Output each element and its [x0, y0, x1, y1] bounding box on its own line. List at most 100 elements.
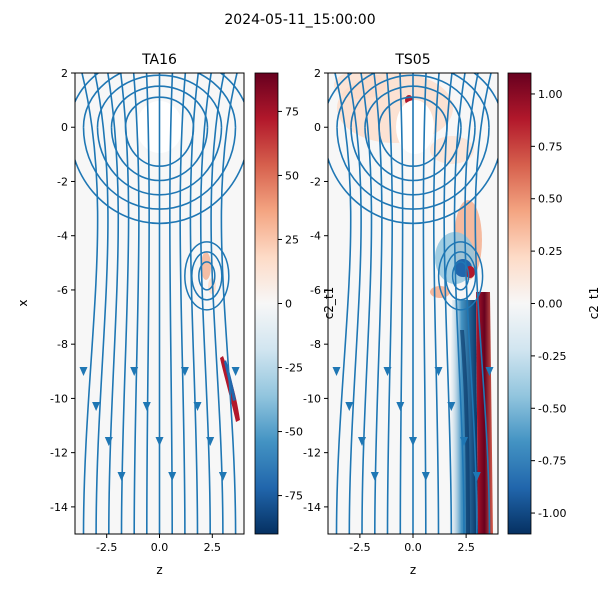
streamline-arrow: [104, 437, 113, 446]
streamline: [198, 261, 216, 291]
streamline-arrow: [168, 472, 177, 481]
colorbar-tick-label: 0.25: [538, 245, 563, 258]
colorbar-tick-label: 0.50: [538, 193, 563, 206]
colorbar-label: c2_t1: [587, 287, 600, 320]
y-tick-label: -4: [57, 230, 68, 243]
streamline: [334, 73, 352, 534]
streamline-arrow: [206, 437, 215, 446]
y-tick-label: -6: [310, 284, 321, 297]
streamline: [451, 261, 470, 291]
streamline: [220, 73, 238, 534]
streamline-arrow: [155, 437, 164, 446]
colorbar: [254, 72, 279, 535]
streamline: [132, 73, 140, 534]
colorbar-tick-label: 0: [285, 298, 292, 311]
y-tick-label: -12: [303, 447, 321, 460]
y-ticks: 2 0 -2 -4 -6 -8 -10 -12 -14: [50, 67, 75, 514]
streamline: [81, 73, 99, 534]
streamline: [474, 73, 492, 534]
streamline: [145, 73, 150, 534]
streamline: [360, 73, 373, 534]
streamline-arrow: [231, 367, 240, 376]
streamline: [336, 73, 490, 128]
streamline-arrow: [117, 472, 126, 481]
streamline-arrow: [370, 472, 379, 481]
streamline: [378, 127, 448, 167]
colorbar: [507, 72, 532, 535]
colorbar-tick-label: -1.00: [538, 507, 566, 520]
streamline-arrow: [396, 402, 405, 411]
x-ticks: -2.5 0.0 2.5: [349, 534, 475, 554]
streamline-arrow: [193, 402, 202, 411]
y-tick-label: 0: [314, 121, 321, 134]
x-tick-label: -2.5: [349, 541, 370, 554]
x-tick-label: -2.5: [96, 541, 117, 554]
streamline: [169, 73, 174, 534]
x-ticks: -2.5 0.0 2.5: [96, 534, 221, 554]
streamline: [364, 127, 462, 182]
streamlines: [328, 73, 498, 534]
streamline-arrow: [218, 472, 227, 481]
x-tick-label: 2.5: [204, 541, 222, 554]
streamline: [328, 155, 498, 225]
colorbar-tick-label: -0.25: [538, 350, 566, 363]
streamline: [82, 127, 237, 210]
streamline: [336, 127, 490, 210]
colorbar-ticks: 1.00 0.75 0.50 0.25 0.00 -0.25 -0.50 -0.75 -1.00: [531, 88, 566, 520]
y-tick-label: -2: [310, 175, 321, 188]
x-tick-label: 0.0: [151, 541, 169, 554]
field-feature: [460, 330, 470, 534]
streamline: [96, 74, 223, 128]
streamline-arrow: [421, 472, 430, 481]
figure-suptitle: 2024-05-11_15:00:00: [224, 12, 375, 28]
x-axis-label: z: [156, 563, 162, 577]
panel-ta16: TA16 -2.5 0.0 2.5 20-2-4-6-8-10-12-14 z x …: [16, 52, 303, 577]
colorbar-tick-label: 0.00: [538, 298, 563, 311]
y-tick-label: -6: [57, 284, 68, 297]
y-tick-label: 2: [314, 67, 321, 80]
streamline-arrow: [358, 437, 366, 446]
y-tick-label: -14: [303, 501, 321, 514]
x-axis-label: z: [410, 563, 416, 577]
streamline: [350, 127, 476, 196]
streamline-arrow: [180, 367, 189, 376]
colorbar-tick-label: 75: [285, 105, 299, 118]
streamline: [124, 96, 195, 128]
streamline: [444, 251, 477, 301]
streamline: [94, 73, 109, 534]
y-tick-label: -2: [57, 175, 68, 188]
streamline-arrow: [383, 367, 392, 376]
streamline-arrow: [79, 367, 88, 376]
streamline-arrow: [460, 437, 468, 446]
colorbar-tick-label: -0.75: [538, 455, 566, 468]
panel-ts05: TS05 -2.5 0.0 2.5 2 0 -2 -4 -6 -8 -10 -12 -14 z c2…: [303, 52, 600, 577]
streamline-arrow: [92, 402, 101, 411]
colorbar-tick-label: 1.00: [538, 88, 563, 101]
streamline: [96, 127, 223, 196]
y-tick-label: -10: [303, 392, 321, 405]
streamline: [378, 96, 448, 128]
streamline: [191, 251, 223, 301]
streamline: [124, 127, 195, 167]
y-tick-label: -12: [50, 447, 68, 460]
x-tick-label: 2.5: [457, 541, 475, 554]
colorbar-ticks: 75 50 25 0 -25 -50 -75: [278, 105, 303, 503]
streamline-arrow: [130, 367, 139, 376]
streamline: [184, 241, 230, 311]
y-tick-label: 2: [61, 67, 68, 80]
streamline: [110, 127, 209, 182]
panel-title: TA16: [141, 52, 177, 68]
panel-title: TS05: [394, 52, 430, 68]
colorbar-tick-label: -0.50: [538, 402, 566, 415]
y-tick-label: -8: [310, 338, 321, 351]
streamline: [110, 85, 209, 128]
y-tick-label: -4: [310, 230, 321, 243]
streamline-arrow: [447, 402, 456, 411]
x-tick-label: 0.0: [404, 541, 422, 554]
streamline: [437, 241, 484, 311]
colorbar-tick-label: 50: [285, 169, 299, 182]
colorbar-tick-label: -25: [285, 362, 303, 375]
streamline: [75, 73, 244, 104]
streamline-arrow: [345, 402, 354, 411]
